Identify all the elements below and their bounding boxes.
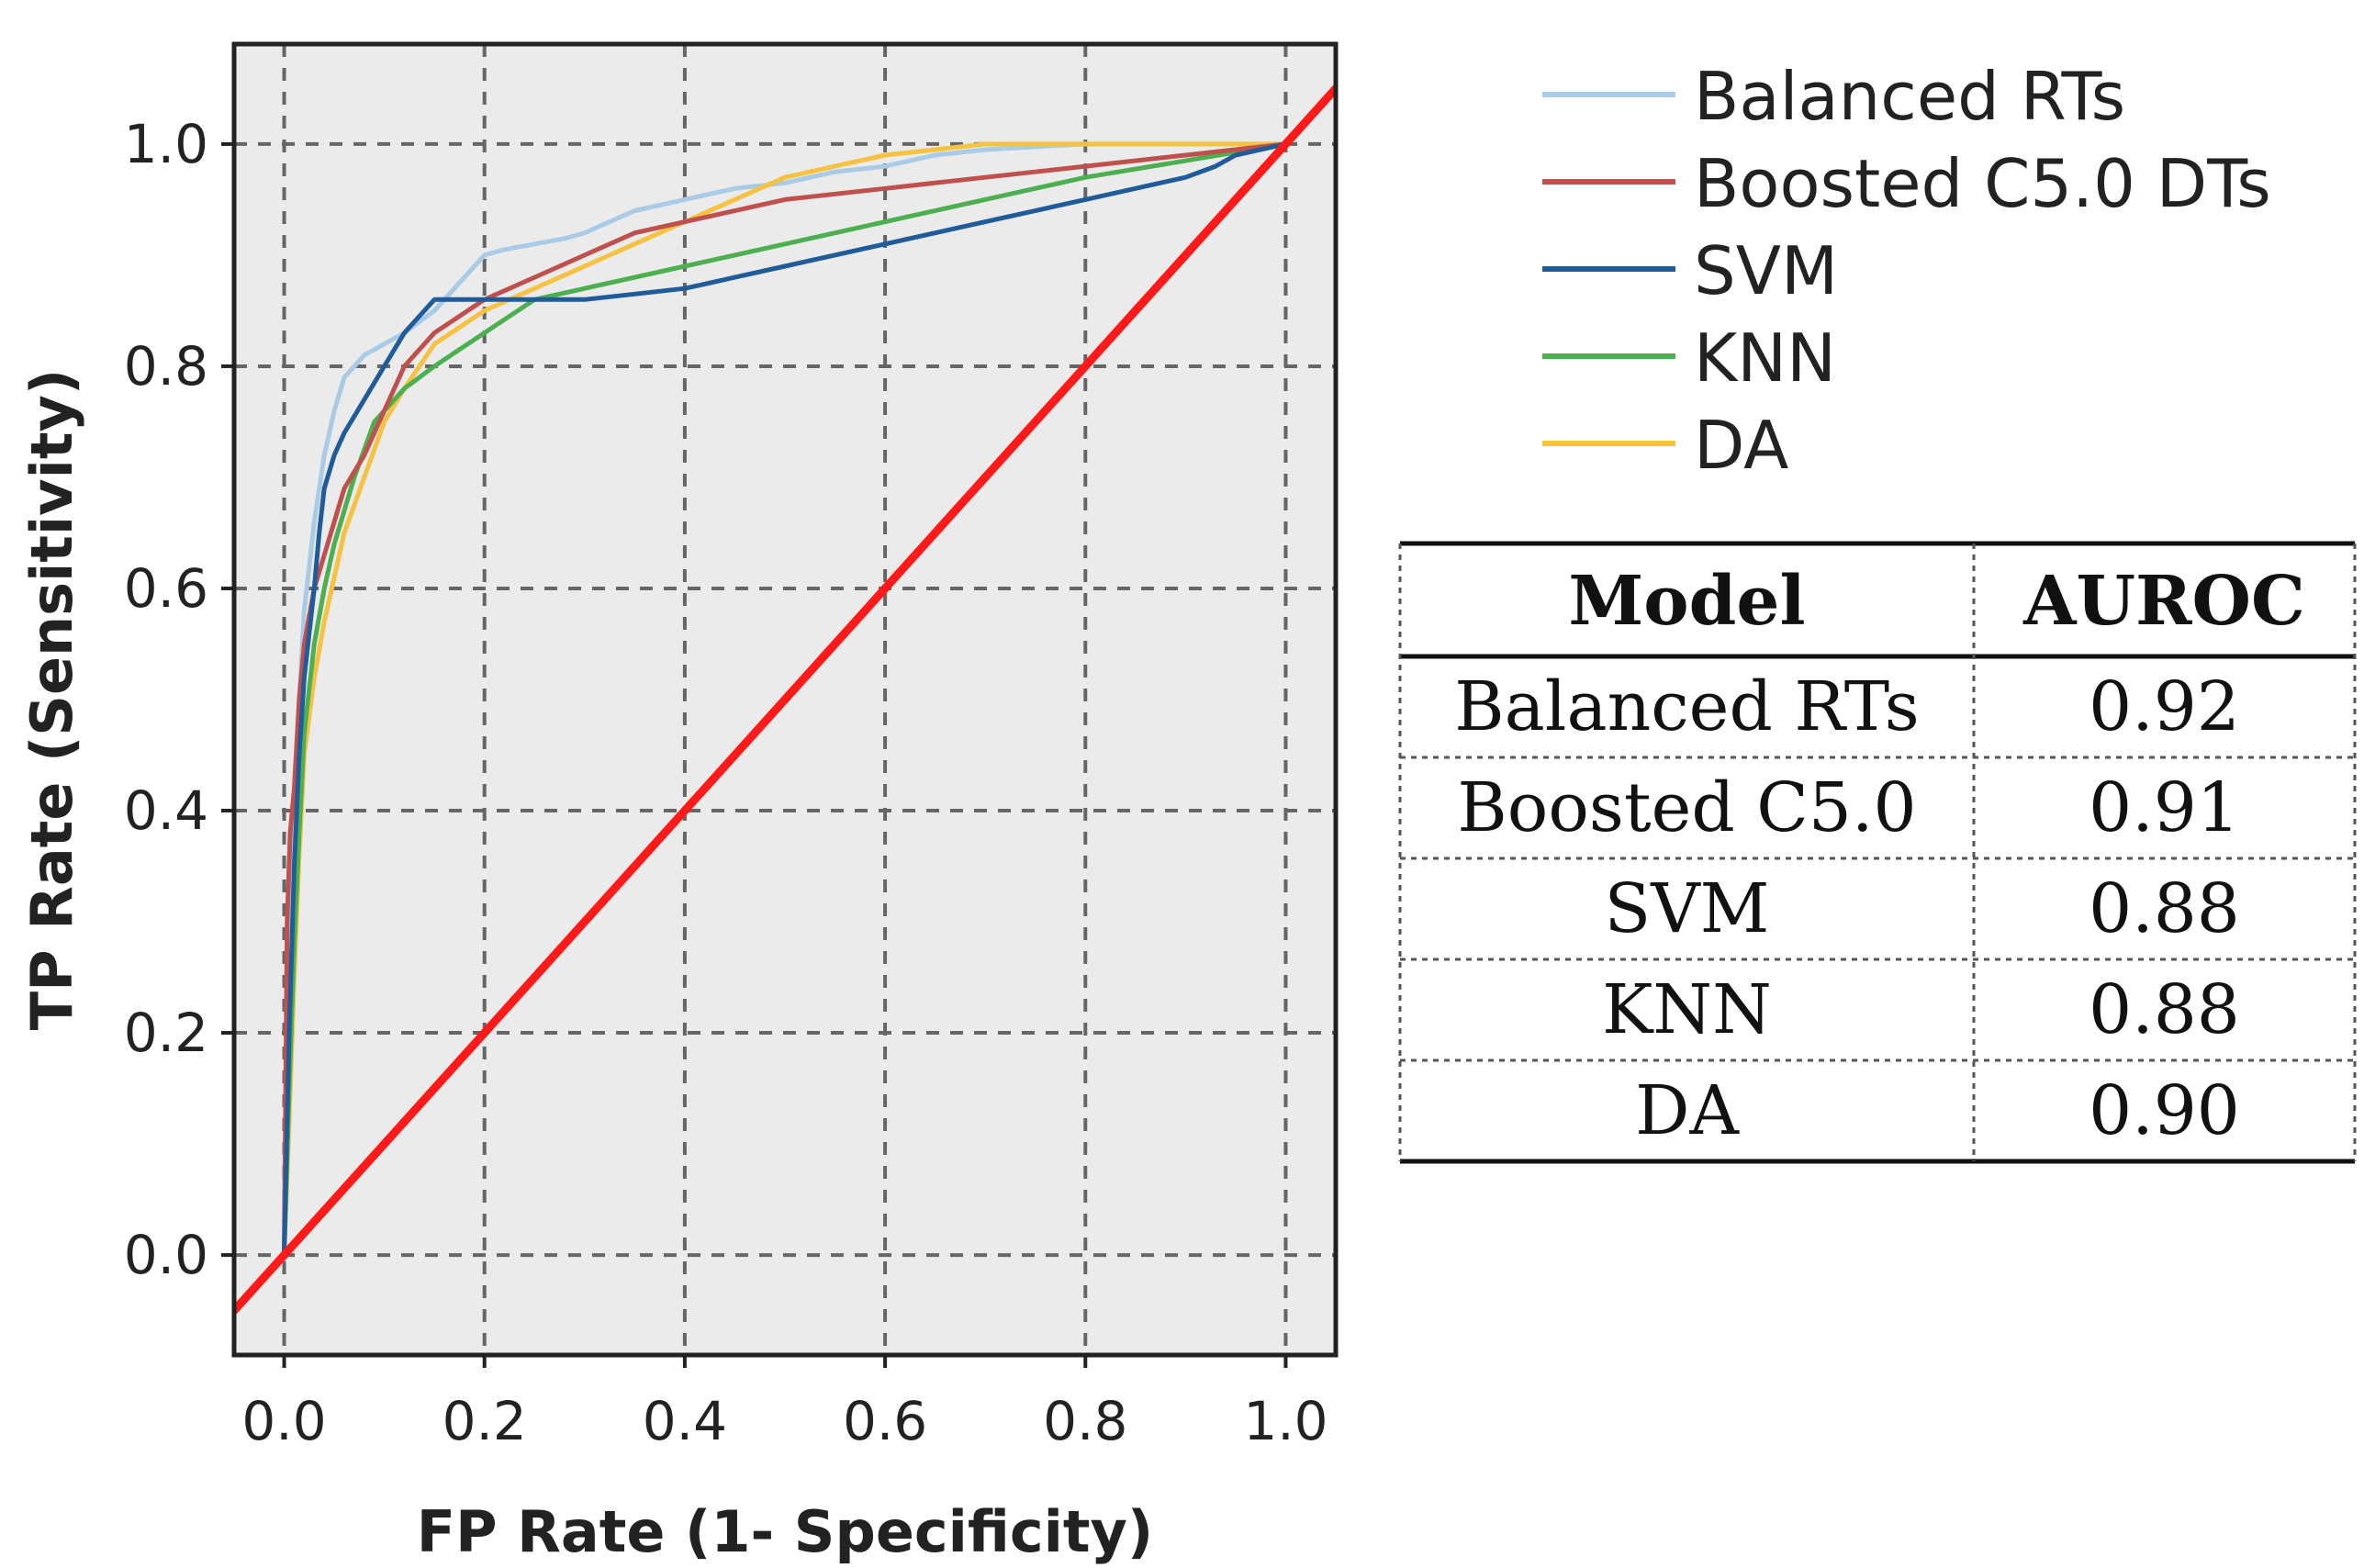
x-tick-label: 0.8 bbox=[1043, 1390, 1127, 1452]
table-cell-auroc: 0.90 bbox=[2089, 1071, 2240, 1150]
y-tick-label: 1.0 bbox=[124, 113, 208, 175]
x-tick-label: 0.4 bbox=[643, 1390, 727, 1452]
legend-label: Boosted C5.0 DTs bbox=[1694, 145, 2271, 222]
x-axis-title: FP Rate (1- Specificity) bbox=[417, 1498, 1153, 1565]
table-header-model: Model bbox=[1568, 562, 1805, 641]
y-tick-label: 0.2 bbox=[124, 1002, 208, 1064]
table-cell-model: Balanced RTs bbox=[1454, 667, 1919, 746]
table-cell-model: DA bbox=[1635, 1071, 1740, 1150]
table-cell-auroc: 0.92 bbox=[2089, 667, 2240, 746]
x-tick-label: 0.6 bbox=[843, 1390, 927, 1452]
table-cell-auroc: 0.91 bbox=[2089, 768, 2240, 847]
series-line-svm bbox=[282, 141, 1288, 1258]
x-tick-label: 0.2 bbox=[443, 1390, 527, 1452]
y-tick-label: 0.8 bbox=[124, 335, 208, 398]
y-axis-title: TP Rate (Sensitivity) bbox=[18, 369, 85, 1030]
table-cell-model: KNN bbox=[1602, 970, 1772, 1049]
series-line-balanced-rts bbox=[282, 141, 1288, 1258]
table-cell-auroc: 0.88 bbox=[2089, 970, 2240, 1049]
table-cell-model: Boosted C5.0 bbox=[1457, 768, 1916, 847]
plot-frame bbox=[231, 41, 1339, 1358]
table-header-auroc: AUROC bbox=[2022, 562, 2305, 641]
series-group bbox=[234, 84, 1336, 1316]
series-line-reference bbox=[234, 84, 1336, 1316]
table-cell-auroc: 0.88 bbox=[2089, 869, 2240, 948]
y-tick-label: 0.6 bbox=[124, 557, 208, 620]
legend-label: DA bbox=[1694, 407, 1788, 484]
y-tick-label: 0.4 bbox=[124, 779, 208, 842]
x-tick-label: 0.0 bbox=[241, 1390, 326, 1452]
legend-label: Balanced RTs bbox=[1694, 58, 2125, 135]
grid bbox=[234, 44, 1336, 1355]
y-tick-label: 0.0 bbox=[124, 1224, 208, 1286]
legend-label: KNN bbox=[1694, 319, 1836, 397]
table-cell-model: SVM bbox=[1605, 869, 1770, 948]
legend-label: SVM bbox=[1694, 232, 1838, 309]
legend: Balanced RTs Boosted C5.0 DTs SVM KNN DA bbox=[1542, 58, 2271, 484]
auroc-table: Model AUROC Balanced RTs 0.92 Boosted C5.0 0.… bbox=[1398, 541, 2357, 1164]
series-line-da bbox=[282, 141, 1288, 1258]
series-line-knn bbox=[282, 141, 1288, 1258]
ticks: 0.0 0.2 0.4 0.6 0.8 1.0 0.0 0.2 0.4 0.6 0.8 1.0 bbox=[124, 113, 1328, 1452]
x-tick-label: 1.0 bbox=[1243, 1390, 1328, 1452]
series-line-boosted-c5-0-dts bbox=[282, 141, 1288, 1258]
